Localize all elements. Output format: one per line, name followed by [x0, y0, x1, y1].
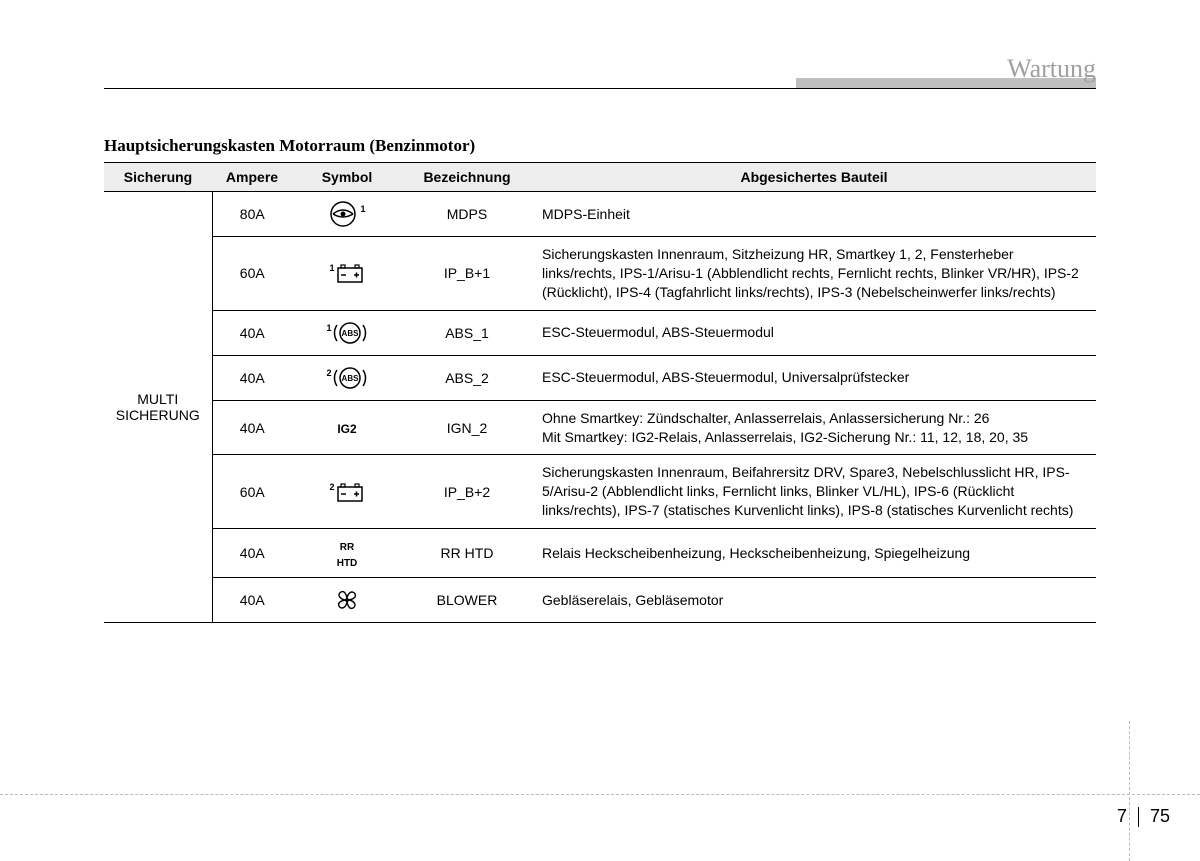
cell-component: Ohne Smartkey: Zündschalter, Anlasserrel… [532, 400, 1096, 455]
fan-icon [333, 586, 361, 614]
cell-ampere: 40A [212, 310, 292, 355]
table-row: 40A1ABS_1ESC-Steuermodul, ABS-Steuermodu… [104, 310, 1096, 355]
page-number: 7 75 [1117, 806, 1170, 827]
cell-designation: RR HTD [402, 529, 532, 578]
cell-ampere: 60A [212, 237, 292, 311]
fuse-group-label: MULTISICHERUNG [104, 192, 212, 623]
col-bezeichnung: Bezeichnung [402, 163, 532, 192]
col-symbol: Symbol [292, 163, 402, 192]
cell-ampere: 40A [212, 355, 292, 400]
cell-designation: ABS_2 [402, 355, 532, 400]
cell-ampere: 80A [212, 192, 292, 237]
rr-htd-text-icon: RRHTD [337, 542, 358, 569]
cell-designation: IGN_2 [402, 400, 532, 455]
cell-designation: ABS_1 [402, 310, 532, 355]
ig2-text-icon: IG2 [337, 422, 356, 436]
table-body: MULTISICHERUNG80A 1MDPSMDPS-Einheit60A1I… [104, 192, 1096, 623]
col-sicherung: Sicherung [104, 163, 212, 192]
cell-symbol: 1 [292, 192, 402, 237]
cell-ampere: 40A [212, 578, 292, 623]
page-number-value: 75 [1150, 806, 1170, 826]
cell-designation: MDPS [402, 192, 532, 237]
trim-mark-horizontal [0, 794, 1200, 795]
table-row: 60A2IP_B+2Sicherungskasten Innenraum, Be… [104, 455, 1096, 529]
page: Wartung Hauptsicherungskasten Motorraum … [0, 0, 1200, 861]
cell-component: Sicherungskasten Innenraum, Beifahrersit… [532, 455, 1096, 529]
cell-symbol: 2 [292, 355, 402, 400]
table-row: 40A BLOWERGebläserelais, Gebläsemotor [104, 578, 1096, 623]
cell-symbol: 1 [292, 310, 402, 355]
cell-designation: IP_B+1 [402, 237, 532, 311]
page-number-separator [1138, 807, 1139, 827]
cell-symbol: 1 [292, 237, 402, 311]
steering-wheel-icon [329, 200, 357, 228]
page-header: Wartung [104, 60, 1096, 90]
cell-designation: IP_B+2 [402, 455, 532, 529]
cell-component: ESC-Steuermodul, ABS-Steuermodul [532, 310, 1096, 355]
cell-component: Relais Heckscheibenheizung, Heckscheiben… [532, 529, 1096, 578]
battery-icon [335, 259, 365, 287]
cell-symbol: IG2 [292, 400, 402, 455]
cell-ampere: 40A [212, 400, 292, 455]
cell-component: Sicherungskasten Innenraum, Sitzheizung … [532, 237, 1096, 311]
col-ampere: Ampere [212, 163, 292, 192]
table-row: 40A RRHTD RR HTDRelais Heckscheibenheizung… [104, 529, 1096, 578]
col-bauteil: Abgesichertes Bauteil [532, 163, 1096, 192]
abs-icon [332, 364, 368, 392]
chapter-number: 7 [1117, 806, 1127, 826]
cell-symbol: RRHTD [292, 529, 402, 578]
chapter-title: Wartung [1007, 54, 1096, 84]
table-row: 40A2ABS_2ESC-Steuermodul, ABS-Steuermodu… [104, 355, 1096, 400]
cell-designation: BLOWER [402, 578, 532, 623]
cell-component: Gebläserelais, Gebläsemotor [532, 578, 1096, 623]
table-header: Sicherung Ampere Symbol Bezeichnung Abge… [104, 163, 1096, 192]
cell-symbol [292, 578, 402, 623]
trim-mark-vertical [1129, 721, 1130, 861]
cell-component: ESC-Steuermodul, ABS-Steuermodul, Univer… [532, 355, 1096, 400]
section-title: Hauptsicherungskasten Motorraum (Benzinm… [104, 136, 1096, 156]
cell-component: MDPS-Einheit [532, 192, 1096, 237]
table-row: 40A IG2 IGN_2Ohne Smartkey: Zündschalter, … [104, 400, 1096, 455]
cell-ampere: 40A [212, 529, 292, 578]
table-row: MULTISICHERUNG80A 1MDPSMDPS-Einheit [104, 192, 1096, 237]
cell-symbol: 2 [292, 455, 402, 529]
header-rule [104, 88, 1096, 89]
table-row: 60A1IP_B+1Sicherungskasten Innenraum, Si… [104, 237, 1096, 311]
fuse-table: Sicherung Ampere Symbol Bezeichnung Abge… [104, 162, 1096, 623]
cell-ampere: 60A [212, 455, 292, 529]
battery-icon [335, 478, 365, 506]
abs-icon [332, 319, 368, 347]
